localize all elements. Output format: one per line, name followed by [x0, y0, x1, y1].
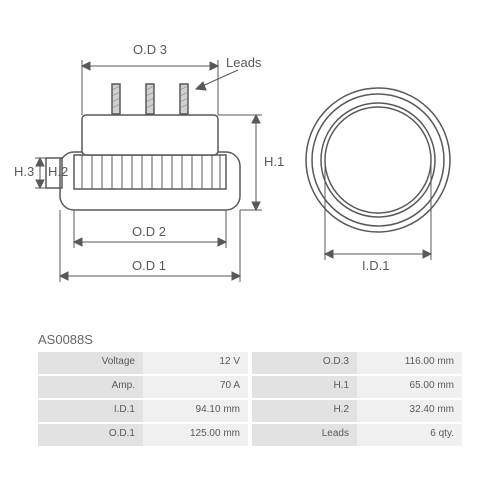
label-h2: H.2: [48, 164, 68, 179]
top-plate-od3: [82, 115, 218, 155]
label-h3: H.3: [14, 164, 34, 179]
diagram-svg: [0, 0, 500, 325]
spec-value: 125.00 mm: [143, 424, 248, 446]
spec-label: I.D.1: [38, 400, 143, 422]
spec-value: 116.00 mm: [357, 352, 462, 374]
label-od2: O.D 2: [132, 224, 166, 239]
stator-band: [74, 155, 226, 189]
spec-label: O.D.3: [252, 352, 357, 374]
top-view: [306, 88, 450, 232]
label-od3: O.D 3: [133, 42, 167, 57]
spec-value: 32.40 mm: [357, 400, 462, 422]
side-view: [46, 84, 240, 210]
spec-label: Amp.: [38, 376, 143, 398]
spec-row: O.D.1 125.00 mm: [38, 424, 248, 446]
spec-row: Leads 6 qty.: [252, 424, 462, 446]
label-od1: O.D 1: [132, 258, 166, 273]
spec-label: O.D.1: [38, 424, 143, 446]
spec-label: Voltage: [38, 352, 143, 374]
spec-row: O.D.3 116.00 mm: [252, 352, 462, 374]
label-leads: Leads: [226, 55, 261, 70]
spec-value: 94.10 mm: [143, 400, 248, 422]
leads-group: [112, 84, 188, 114]
spec-col-left: Voltage 12 V Amp. 70 A I.D.1 94.10 mm O.…: [38, 352, 248, 448]
spec-value: 12 V: [143, 352, 248, 374]
spec-label: H.2: [252, 400, 357, 422]
spec-row: I.D.1 94.10 mm: [38, 400, 248, 422]
spec-value: 65.00 mm: [357, 376, 462, 398]
part-number: AS0088S: [38, 332, 93, 347]
spec-label: Leads: [252, 424, 357, 446]
spec-label: H.1: [252, 376, 357, 398]
ring-inner-id1: [325, 107, 431, 213]
diagram-area: O.D 3 Leads H.1 H.2 H.3 O.D 2 O.D 1 I.D.…: [0, 0, 500, 325]
spec-value: 70 A: [143, 376, 248, 398]
label-id1: I.D.1: [362, 258, 389, 273]
spec-value: 6 qty.: [357, 424, 462, 446]
label-h1: H.1: [264, 154, 284, 169]
spec-table: Voltage 12 V Amp. 70 A I.D.1 94.10 mm O.…: [38, 352, 462, 448]
spec-row: Voltage 12 V: [38, 352, 248, 374]
spec-row: H.2 32.40 mm: [252, 400, 462, 422]
spec-col-right: O.D.3 116.00 mm H.1 65.00 mm H.2 32.40 m…: [252, 352, 462, 448]
spec-row: Amp. 70 A: [38, 376, 248, 398]
spec-row: H.1 65.00 mm: [252, 376, 462, 398]
